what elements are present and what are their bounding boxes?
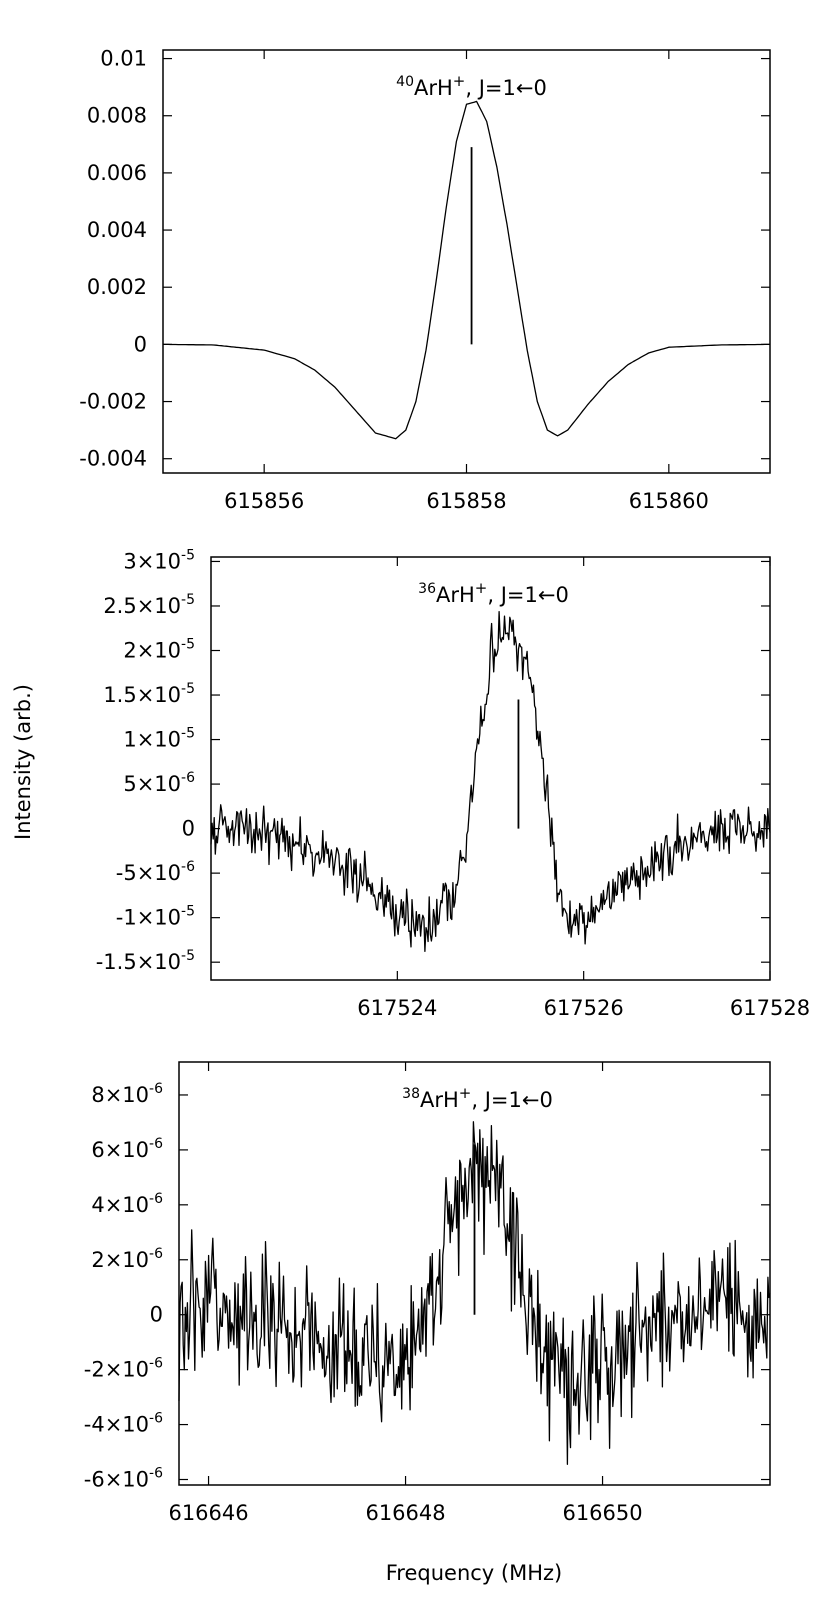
y-tick-label: -6×10-6	[84, 1466, 163, 1492]
plot-frame	[178, 1061, 771, 1486]
y-tick-label: -4×10-6	[84, 1411, 163, 1437]
chart-panel-2: 3×10-5 2.5×10-5 2×10-5 1.5×10-5 1×10-5 5×10-6…	[96, 547, 810, 1020]
plot-frame	[162, 49, 771, 474]
y-tick-label: 0.002	[87, 275, 147, 299]
panel-title: 40ArH+, J=1←0	[396, 72, 547, 100]
x-tick-label: 617528	[730, 996, 810, 1020]
y-tick-label: 4×10-6	[91, 1191, 163, 1217]
y-tick-label: 0.004	[87, 218, 147, 242]
y-tick-label: 8×10-6	[91, 1081, 163, 1107]
y-tick-label: -0.002	[79, 390, 147, 414]
y-tick-label: -1.5×10-5	[96, 948, 195, 974]
x-tick-label: 616646	[168, 1501, 248, 1525]
panel-title: 36ArH+, J=1←0	[418, 579, 569, 607]
x-tick-label: 615856	[224, 489, 304, 513]
y-tick-label: -1×10-5	[116, 904, 195, 930]
spectrum-line	[210, 611, 771, 952]
x-tick-label: 615858	[426, 489, 506, 513]
y-tick-label: -5×10-6	[116, 859, 195, 885]
spectrum-line	[163, 100, 770, 440]
y-axis-title: Intensity (arb.)	[11, 684, 35, 840]
y-tick-label: 0	[182, 817, 195, 841]
chart-panel-3: 8×10-6 6×10-6 4×10-6 2×10-6 0 -2×10-6 -4×10-6 -…	[84, 1061, 771, 1525]
y-tick-label: 2×10-5	[123, 637, 195, 663]
y-tick-label: -2×10-6	[84, 1356, 163, 1382]
panel-title: 38ArH+, J=1←0	[402, 1084, 553, 1112]
x-tick-label: 617524	[357, 996, 437, 1020]
plot-frame	[210, 556, 771, 981]
y-tick-label: 3×10-5	[123, 547, 195, 573]
y-tick-label: 2.5×10-5	[103, 592, 195, 618]
x-axis-title: Frequency (MHz)	[386, 1561, 562, 1585]
y-tick-label: 0.006	[87, 161, 147, 185]
y-tick-label: 0.01	[100, 47, 147, 71]
y-tick-label: -0.004	[79, 447, 147, 471]
y-tick-label: 1.5×10-5	[103, 681, 195, 707]
chart-panel-1: 0.01 0.008 0.006 0.004 0.002 0 -0.002 -0.004 615…	[79, 47, 771, 513]
x-tick-label: 615860	[629, 489, 709, 513]
x-tick-label: 617526	[544, 996, 624, 1020]
y-tick-label: 1×10-5	[123, 726, 195, 752]
x-tick-label: 616650	[562, 1501, 642, 1525]
y-tick-label: 0	[150, 1303, 163, 1327]
y-tick-label: 0.008	[87, 104, 147, 128]
y-tick-label: 2×10-6	[91, 1246, 163, 1272]
y-tick-label: 6×10-6	[91, 1136, 163, 1162]
y-tick-label: 0	[134, 332, 147, 356]
x-tick-label: 616648	[365, 1501, 445, 1525]
y-tick-label: 5×10-6	[123, 770, 195, 796]
spectrum-line	[178, 1121, 771, 1465]
